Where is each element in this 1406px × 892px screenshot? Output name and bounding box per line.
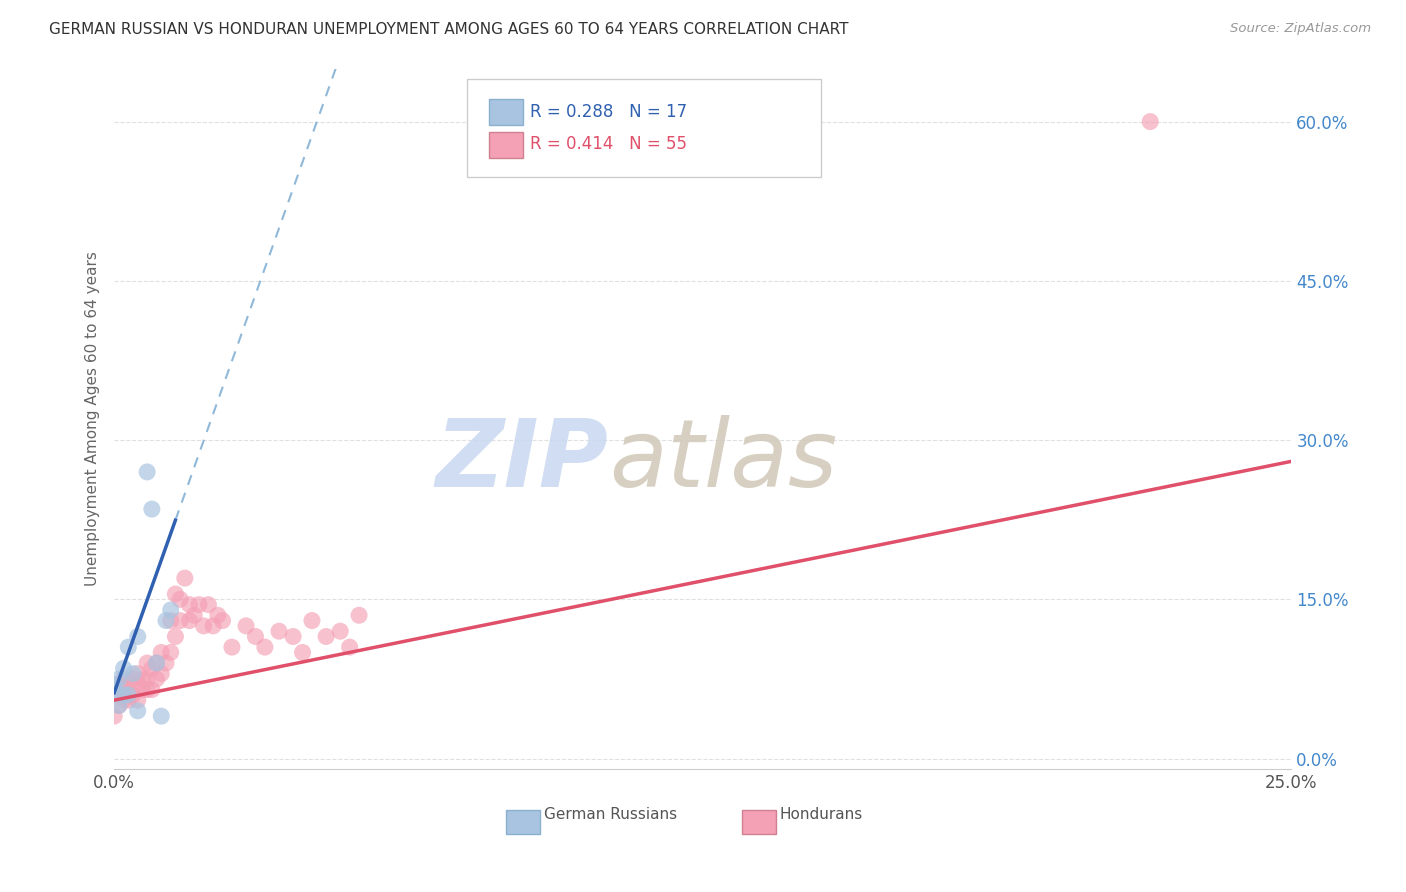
Text: R = 0.414   N = 55: R = 0.414 N = 55 bbox=[530, 136, 686, 153]
Point bbox=[127, 630, 149, 644]
Point bbox=[188, 598, 211, 612]
Point bbox=[155, 656, 177, 670]
Point bbox=[141, 661, 163, 675]
FancyBboxPatch shape bbox=[742, 810, 776, 834]
Text: Source: ZipAtlas.com: Source: ZipAtlas.com bbox=[1230, 22, 1371, 36]
Point bbox=[221, 640, 243, 654]
FancyBboxPatch shape bbox=[506, 810, 540, 834]
Point bbox=[117, 693, 139, 707]
Point bbox=[122, 688, 145, 702]
Point bbox=[1139, 114, 1161, 128]
Point bbox=[127, 704, 149, 718]
Point bbox=[131, 672, 153, 686]
Point bbox=[339, 640, 361, 654]
Point bbox=[145, 672, 167, 686]
Point bbox=[165, 630, 187, 644]
Point bbox=[173, 571, 195, 585]
Point bbox=[165, 587, 187, 601]
Point bbox=[117, 677, 139, 691]
Point bbox=[117, 688, 139, 702]
Point bbox=[155, 614, 177, 628]
Point bbox=[159, 645, 181, 659]
Point bbox=[122, 672, 145, 686]
Point bbox=[112, 661, 135, 675]
Text: R = 0.288   N = 17: R = 0.288 N = 17 bbox=[530, 103, 688, 121]
Text: GERMAN RUSSIAN VS HONDURAN UNEMPLOYMENT AMONG AGES 60 TO 64 YEARS CORRELATION CH: GERMAN RUSSIAN VS HONDURAN UNEMPLOYMENT … bbox=[49, 22, 849, 37]
Point bbox=[315, 630, 337, 644]
Point bbox=[108, 698, 131, 713]
Point bbox=[159, 603, 181, 617]
Point bbox=[329, 624, 352, 639]
Point bbox=[127, 666, 149, 681]
Text: atlas: atlas bbox=[609, 416, 837, 507]
Point bbox=[179, 614, 201, 628]
Point bbox=[179, 598, 201, 612]
FancyBboxPatch shape bbox=[467, 79, 821, 178]
Point bbox=[235, 619, 257, 633]
Point bbox=[211, 614, 233, 628]
Point bbox=[291, 645, 314, 659]
Point bbox=[108, 672, 131, 686]
Point bbox=[103, 709, 125, 723]
Point bbox=[150, 645, 173, 659]
Point bbox=[122, 666, 145, 681]
Point bbox=[112, 693, 135, 707]
Point bbox=[183, 608, 205, 623]
FancyBboxPatch shape bbox=[488, 132, 523, 158]
Point bbox=[145, 656, 167, 670]
Text: German Russians: German Russians bbox=[544, 807, 678, 822]
Point bbox=[141, 502, 163, 516]
Point bbox=[103, 682, 125, 697]
Y-axis label: Unemployment Among Ages 60 to 64 years: Unemployment Among Ages 60 to 64 years bbox=[86, 252, 100, 586]
Point bbox=[136, 656, 159, 670]
Point bbox=[253, 640, 276, 654]
Point bbox=[141, 682, 163, 697]
Text: ZIP: ZIP bbox=[436, 415, 609, 507]
Point bbox=[112, 688, 135, 702]
Point bbox=[145, 656, 167, 670]
Point bbox=[347, 608, 370, 623]
Point bbox=[169, 592, 191, 607]
Point bbox=[112, 672, 135, 686]
Point bbox=[117, 640, 139, 654]
Point bbox=[108, 698, 131, 713]
Point bbox=[169, 614, 191, 628]
Point bbox=[207, 608, 229, 623]
Point bbox=[301, 614, 323, 628]
FancyBboxPatch shape bbox=[488, 99, 523, 125]
Point bbox=[150, 666, 173, 681]
Point bbox=[197, 598, 219, 612]
Point bbox=[136, 465, 159, 479]
Point bbox=[202, 619, 225, 633]
Point bbox=[193, 619, 215, 633]
Point bbox=[267, 624, 290, 639]
Point bbox=[127, 677, 149, 691]
Point bbox=[103, 682, 125, 697]
Point bbox=[281, 630, 304, 644]
Point bbox=[112, 682, 135, 697]
Point bbox=[127, 693, 149, 707]
Point bbox=[108, 677, 131, 691]
Point bbox=[103, 677, 125, 691]
Point bbox=[131, 682, 153, 697]
Point bbox=[159, 614, 181, 628]
Point bbox=[150, 709, 173, 723]
Point bbox=[136, 682, 159, 697]
Text: Hondurans: Hondurans bbox=[779, 807, 863, 822]
Point bbox=[136, 672, 159, 686]
Point bbox=[245, 630, 267, 644]
